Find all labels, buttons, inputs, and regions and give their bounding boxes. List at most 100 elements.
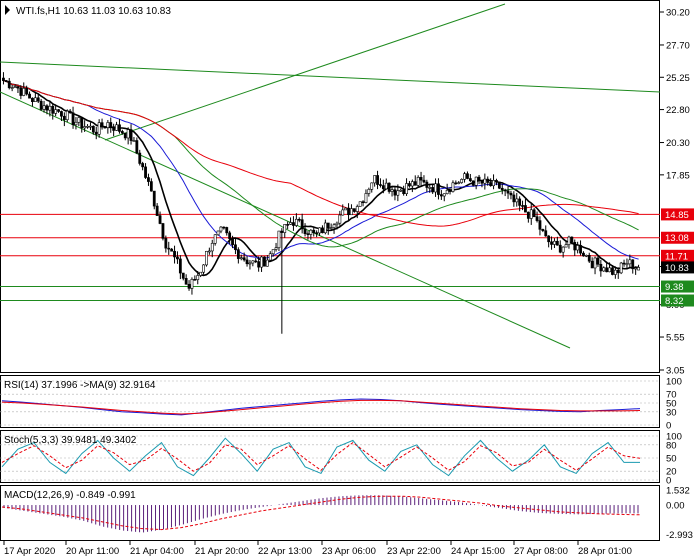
candle-body[interactable] [315,232,319,234]
candle-body[interactable] [60,111,63,117]
candle-body[interactable] [199,271,203,276]
candle-body[interactable] [335,222,339,226]
candle-body[interactable] [89,125,92,128]
candle-body[interactable] [573,242,577,251]
candle-body[interactable] [103,126,107,129]
stoch-d-line[interactable] [1,441,641,472]
candle-body[interactable] [613,269,617,275]
candle-body[interactable] [579,245,582,254]
candle-body[interactable] [22,88,26,96]
candle-body[interactable] [31,97,34,102]
candle-body[interactable] [413,181,417,186]
candle-body[interactable] [138,152,142,164]
candle-body[interactable] [294,218,298,226]
stoch-k-line[interactable] [1,437,640,477]
candle-body[interactable] [196,275,200,280]
rsi-ma-line[interactable] [1,399,641,415]
candle-body[interactable] [457,182,461,184]
candle-body[interactable] [561,246,565,253]
candle-body[interactable] [471,180,475,186]
trend-line-up[interactable] [104,3,506,141]
candle-body[interactable] [526,211,530,219]
candle-body[interactable] [460,179,464,183]
candle-body[interactable] [283,224,287,233]
candle-body[interactable] [541,229,545,231]
candle-body[interactable] [152,190,156,207]
candle-body[interactable] [36,97,40,102]
candle-body[interactable] [529,209,533,219]
candle-body[interactable] [524,205,527,213]
candle-body[interactable] [466,173,469,179]
candle-body[interactable] [187,283,191,289]
candle-body[interactable] [341,209,345,216]
candle-body[interactable] [57,109,60,112]
candle-body[interactable] [637,267,640,271]
candle-body[interactable] [109,122,113,128]
candle-body[interactable] [570,236,574,243]
candle-body[interactable] [376,175,379,185]
candle-body[interactable] [149,181,153,192]
candle-body[interactable] [48,105,52,111]
candle-body[interactable] [303,228,307,234]
candle-body[interactable] [367,189,371,194]
candle-body[interactable] [236,249,240,259]
candle-body[interactable] [42,105,46,110]
candle-body[interactable] [205,250,208,266]
candle-body[interactable] [399,189,403,192]
candle-body[interactable] [631,259,635,270]
candle-body[interactable] [405,183,408,194]
candle-body[interactable] [297,218,301,221]
candle-body[interactable] [2,77,5,81]
candle-body[interactable] [260,256,263,268]
candle-body[interactable] [54,109,58,114]
candle-body[interactable] [265,259,269,267]
candle-body[interactable] [500,187,504,191]
candle-body[interactable] [448,189,452,192]
candle-body[interactable] [286,224,290,226]
candle-body[interactable] [10,87,14,89]
candle-body[interactable] [91,125,95,133]
candle-body[interactable] [45,105,49,111]
candle-body[interactable] [387,182,391,192]
candle-body[interactable] [321,227,324,234]
candle-body[interactable] [97,122,101,135]
candle-body[interactable] [326,222,330,229]
candle-body[interactable] [251,260,255,264]
candle-body[interactable] [608,267,611,273]
candle-body[interactable] [248,262,252,265]
candle-body[interactable] [242,257,246,261]
candle-body[interactable] [393,189,397,196]
candle-body[interactable] [271,249,275,255]
candle-body[interactable] [590,260,594,269]
candle-body[interactable] [497,181,501,189]
candle-body[interactable] [158,215,162,224]
sma-long-line[interactable] [3,80,639,227]
candle-body[interactable] [396,190,400,196]
candle-body[interactable] [506,190,510,194]
candle-body[interactable] [361,201,365,204]
candle-body[interactable] [489,182,493,187]
candle-body[interactable] [228,232,232,240]
candle-body[interactable] [495,180,498,183]
trend-line-down-channel[interactable] [0,91,571,349]
candle-body[interactable] [628,259,632,265]
sma-fast-line[interactable] [3,79,639,277]
candle-body[interactable] [338,214,342,224]
candle-body[interactable] [451,182,455,192]
candle-body[interactable] [584,255,588,257]
candle-body[interactable] [567,236,571,245]
candle-body[interactable] [434,183,437,193]
candle-body[interactable] [120,131,124,134]
candle-body[interactable] [425,181,429,188]
candle-body[interactable] [358,201,362,207]
candle-body[interactable] [309,229,313,235]
candle-body[interactable] [257,261,261,268]
candle-body[interactable] [477,176,481,181]
candle-body[interactable] [207,250,211,253]
candle-body[interactable] [419,177,423,181]
candle-body[interactable] [178,258,182,274]
candle-body[interactable] [515,198,519,203]
candle-body[interactable] [234,244,237,250]
candle-body[interactable] [254,260,258,263]
candle-body[interactable] [323,222,327,234]
